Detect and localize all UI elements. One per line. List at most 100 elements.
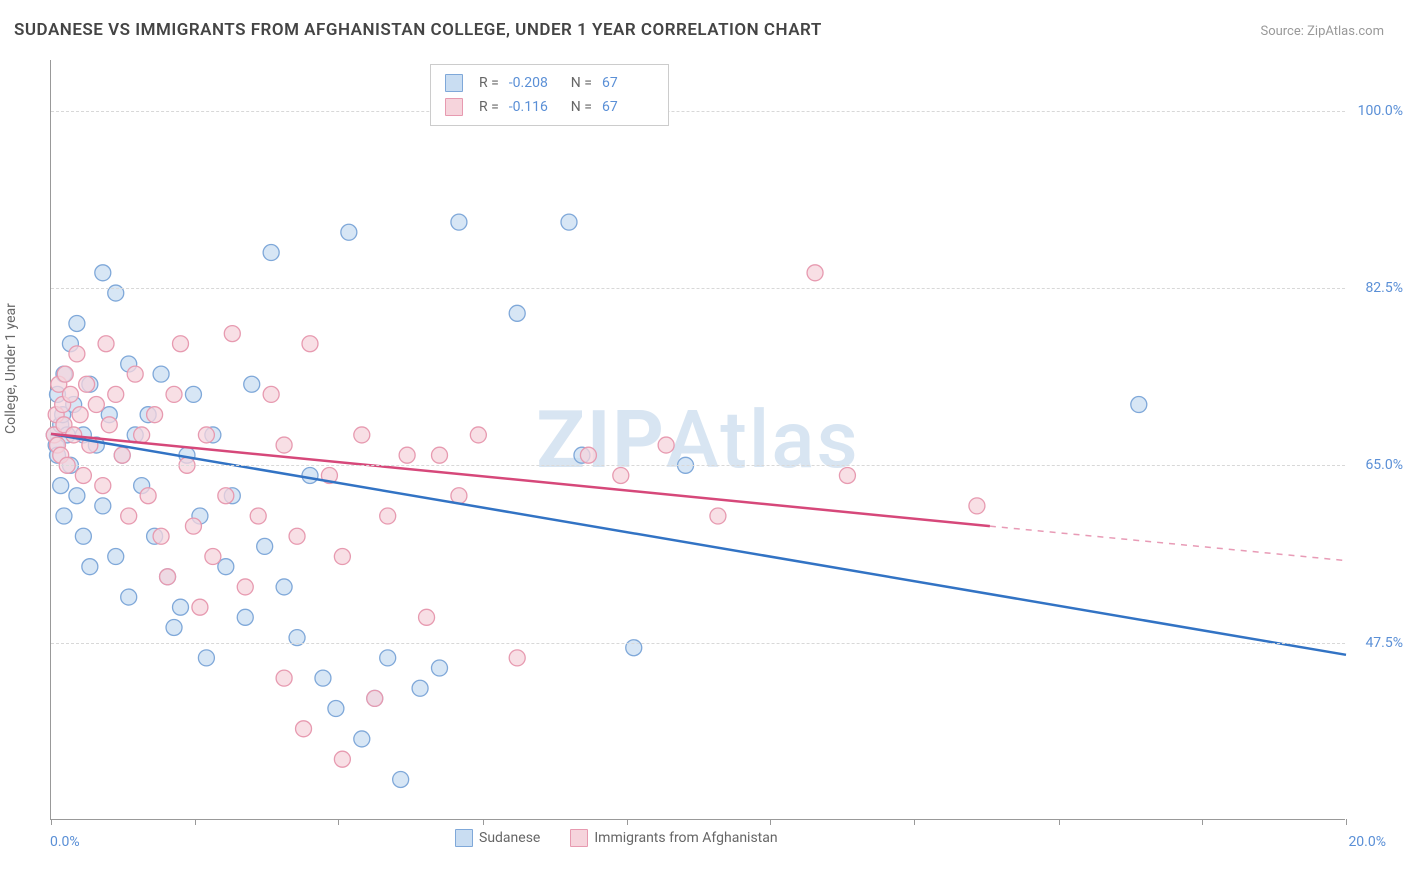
legend-item: Sudanese xyxy=(455,829,540,847)
scatter-svg xyxy=(51,60,1345,819)
data-point xyxy=(95,265,111,281)
data-point xyxy=(72,407,88,423)
data-point xyxy=(1131,397,1147,413)
data-point xyxy=(328,701,344,717)
chart-title: SUDANESE VS IMMIGRANTS FROM AFGHANISTAN … xyxy=(14,20,822,40)
chart-plot-area: ZIPAtlas 47.5%65.0%82.5%100.0% xyxy=(50,60,1345,820)
data-point xyxy=(185,386,201,402)
data-point xyxy=(198,427,214,443)
stat-n-value: 67 xyxy=(602,95,654,119)
data-point xyxy=(334,751,350,767)
data-point xyxy=(57,366,73,382)
data-point xyxy=(263,245,279,261)
data-point xyxy=(95,478,111,494)
data-point xyxy=(205,549,221,565)
data-point xyxy=(341,224,357,240)
data-point xyxy=(807,265,823,281)
stat-label: R = xyxy=(479,71,499,95)
data-point xyxy=(315,670,331,686)
stats-legend-row: R =-0.208N =67 xyxy=(445,71,654,95)
gridline xyxy=(51,643,1345,644)
data-point xyxy=(108,549,124,565)
data-point xyxy=(75,528,91,544)
data-point xyxy=(710,508,726,524)
data-point xyxy=(451,214,467,230)
data-point xyxy=(127,366,143,382)
x-tick xyxy=(195,819,196,825)
data-point xyxy=(95,498,111,514)
data-point xyxy=(289,528,305,544)
data-point xyxy=(354,427,370,443)
x-tick xyxy=(1202,819,1203,825)
bottom-legend: Sudanese Immigrants from Afghanistan xyxy=(455,829,778,847)
regression-line-extrapolated xyxy=(990,526,1346,560)
data-point xyxy=(412,680,428,696)
data-point xyxy=(166,386,182,402)
x-tick xyxy=(770,819,771,825)
data-point xyxy=(263,386,279,402)
data-point xyxy=(69,315,85,331)
data-point xyxy=(839,467,855,483)
y-tick-label: 82.5% xyxy=(1365,280,1403,296)
data-point xyxy=(399,447,415,463)
data-point xyxy=(470,427,486,443)
legend-swatch xyxy=(455,829,473,847)
data-point xyxy=(75,467,91,483)
data-point xyxy=(613,467,629,483)
data-point xyxy=(185,518,201,534)
stat-r-value: -0.208 xyxy=(509,71,561,95)
data-point xyxy=(198,650,214,666)
data-point xyxy=(88,397,104,413)
legend-item: Immigrants from Afghanistan xyxy=(570,829,777,847)
x-tick xyxy=(51,819,52,825)
data-point xyxy=(147,407,163,423)
stat-n-value: 67 xyxy=(602,71,654,95)
stat-r-value: -0.116 xyxy=(509,95,561,119)
y-tick-label: 47.5% xyxy=(1365,635,1403,651)
data-point xyxy=(419,609,435,625)
data-point xyxy=(62,386,78,402)
data-point xyxy=(173,599,189,615)
x-axis-max-label: 20.0% xyxy=(1348,834,1386,850)
stats-legend-row: R = -0.116 N = 67 xyxy=(445,95,654,119)
data-point xyxy=(69,346,85,362)
data-point xyxy=(302,336,318,352)
gridline xyxy=(51,111,1345,112)
data-point xyxy=(367,690,383,706)
stat-label: N = xyxy=(571,95,592,119)
data-point xyxy=(108,386,124,402)
data-point xyxy=(69,488,85,504)
y-tick-label: 100.0% xyxy=(1358,103,1403,119)
x-tick xyxy=(914,819,915,825)
x-tick xyxy=(627,819,628,825)
data-point xyxy=(173,336,189,352)
data-point xyxy=(509,305,525,321)
data-point xyxy=(257,538,273,554)
data-point xyxy=(432,660,448,676)
data-point xyxy=(658,437,674,453)
data-point xyxy=(354,731,370,747)
data-point xyxy=(276,579,292,595)
data-point xyxy=(432,447,448,463)
y-tick-label: 65.0% xyxy=(1365,457,1403,473)
data-point xyxy=(166,619,182,635)
data-point xyxy=(53,478,69,494)
stat-label: R = xyxy=(479,95,499,119)
data-point xyxy=(509,650,525,666)
data-point xyxy=(580,447,596,463)
top-stats-legend: R = -0.208 N = 67R = -0.116 N = 67 xyxy=(430,64,669,126)
legend-swatch xyxy=(445,74,463,92)
data-point xyxy=(302,467,318,483)
data-point xyxy=(153,366,169,382)
x-tick xyxy=(1059,819,1060,825)
data-point xyxy=(276,437,292,453)
data-point xyxy=(134,427,150,443)
data-point xyxy=(121,589,137,605)
data-point xyxy=(101,417,117,433)
source-attribution: Source: ZipAtlas.com xyxy=(1260,24,1384,39)
gridline xyxy=(51,465,1345,466)
x-tick xyxy=(483,819,484,825)
legend-swatch xyxy=(570,829,588,847)
data-point xyxy=(237,579,253,595)
data-point xyxy=(296,721,312,737)
